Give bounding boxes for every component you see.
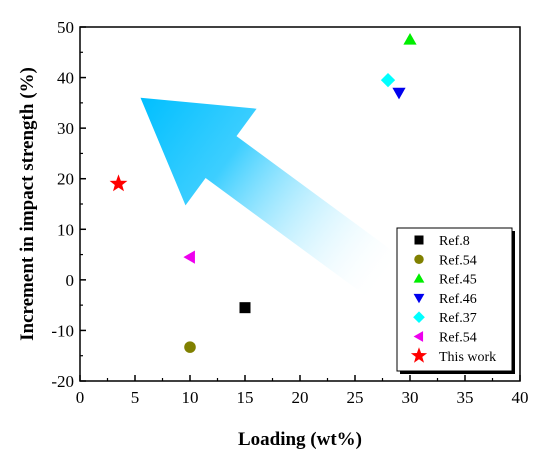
legend-label: Ref.46 [439, 292, 477, 307]
y-axis-title: Increment in impact strength (%) [17, 67, 38, 341]
data-point [392, 87, 406, 100]
legend-label: Ref.8 [439, 234, 470, 249]
data-point [184, 341, 196, 353]
x-tick-label: 0 [76, 388, 85, 407]
data-point [109, 174, 128, 192]
legend-marker [413, 331, 424, 342]
legend-marker [414, 235, 424, 245]
legend-label: Ref.45 [439, 273, 477, 288]
trend-arrow [140, 97, 404, 301]
legend-label: Ref.54 [439, 253, 477, 268]
data-point [380, 72, 396, 88]
legend: Ref.8 Ref.54 Ref.45 Ref.46 Ref.37 Ref.54 This … [396, 227, 515, 374]
x-tick-label: 10 [182, 388, 199, 407]
legend-marker [413, 311, 425, 324]
data-point [403, 33, 417, 45]
x-tick-label: 20 [292, 388, 309, 407]
legend-label: Ref.37 [439, 311, 477, 326]
legend-box [396, 227, 513, 372]
x-tick-label: 25 [347, 388, 364, 407]
y-tick-label: 50 [57, 18, 74, 37]
x-tick-label: 35 [457, 388, 474, 407]
y-tick-label: 30 [57, 119, 74, 138]
y-tick-label: 20 [57, 170, 74, 189]
legend-marker [410, 347, 428, 363]
y-tick-label: -10 [51, 321, 74, 340]
data-point [239, 302, 251, 314]
x-axis-title: Loading (wt%) [238, 429, 362, 450]
y-tick-label: 0 [66, 271, 75, 290]
legend-label: Ref.54 [439, 331, 477, 346]
y-tick-label: 40 [57, 69, 74, 88]
legend-label: This work [439, 350, 496, 365]
legend-marker [413, 273, 425, 283]
x-tick-label: 5 [131, 388, 140, 407]
legend-marker [414, 254, 424, 265]
y-tick-label: 10 [57, 220, 74, 239]
legend-marker [413, 293, 425, 304]
data-point [183, 250, 195, 264]
y-tick-label: -20 [51, 372, 74, 391]
x-tick-label: 30 [402, 388, 419, 407]
x-tick-label: 15 [237, 388, 254, 407]
x-tick-label: 40 [512, 388, 529, 407]
